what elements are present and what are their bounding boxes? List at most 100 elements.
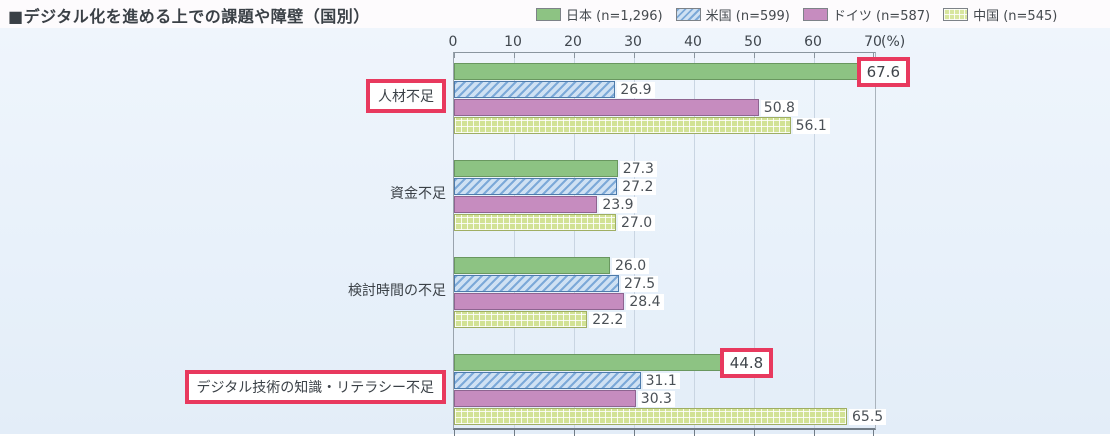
bar-germany — [454, 293, 625, 310]
value-label: 27.3 — [619, 160, 657, 177]
bar-china — [454, 311, 588, 328]
bar-row: 67.6 — [454, 56, 910, 87]
bar-china — [454, 214, 616, 231]
legend-swatch-japan-icon — [536, 8, 561, 21]
value-label: 27.5 — [621, 275, 659, 292]
plot-area: 67.6 26.9 50.8 56.1 27.3 27.2 23.9 27.0 26.0 27.5… — [453, 52, 910, 436]
bar-chart: 人材不足資金不足検討時間の不足デジタル技術の知識・リテラシー不足 67.6 26.… — [0, 28, 1110, 436]
bar-japan — [454, 354, 723, 371]
bar-germany — [454, 196, 598, 213]
bar-japan — [454, 257, 610, 274]
bar-usa — [454, 372, 641, 389]
bar-japan — [454, 160, 618, 177]
value-label: 56.1 — [792, 117, 830, 134]
category-label-highlighted: 人材不足 — [366, 79, 446, 113]
bar-china — [454, 117, 791, 134]
axis-tick — [634, 430, 635, 436]
axis-tick — [694, 53, 695, 58]
bar-usa — [454, 81, 616, 98]
value-label: 26.9 — [617, 81, 655, 98]
legend-label: 米国 (n=599) — [705, 9, 790, 24]
bar-row: 23.9 — [454, 196, 637, 213]
axis-tick — [754, 430, 755, 436]
axis-tick — [754, 53, 755, 58]
bar-row: 50.8 — [454, 99, 798, 116]
category-label: 検討時間の不足 — [348, 283, 446, 299]
x-axis-label: 0 — [448, 34, 458, 50]
x-axis-label: 20 — [564, 34, 582, 50]
bar-china — [454, 408, 847, 425]
axis-tick — [694, 430, 695, 436]
bar-row: 27.5 — [454, 275, 659, 292]
gridline — [514, 53, 515, 428]
value-label: 22.2 — [589, 311, 627, 328]
bar-row: 27.0 — [454, 214, 656, 231]
bar-row: 30.3 — [454, 390, 675, 407]
bar-row: 28.4 — [454, 293, 664, 310]
axis-tick — [514, 430, 515, 436]
value-label: 27.0 — [618, 214, 656, 231]
header-band: ■デジタル化を進める上での課題や障壁（国別） 日本 (n=1,296) 米国 (n… — [0, 0, 1110, 28]
highlighted-value-label: 67.6 — [856, 56, 910, 87]
bar-row: 56.1 — [454, 117, 830, 134]
x-axis-label: 30 — [624, 34, 642, 50]
gridline — [694, 53, 695, 428]
axis-tick — [873, 53, 874, 58]
bar-row: 27.2 — [454, 178, 657, 195]
axis-tick — [574, 53, 575, 58]
bar-usa — [454, 178, 618, 195]
bar-germany — [454, 99, 759, 116]
category-label-highlighted: デジタル技術の知識・リテラシー不足 — [184, 370, 446, 404]
x-axis-unit: (%) — [881, 34, 906, 50]
page-title: ■デジタル化を進める上での課題や障壁（国別） — [8, 7, 370, 26]
category-label: 資金不足 — [390, 186, 446, 202]
legend-swatch-germany-icon — [802, 8, 828, 21]
gridline — [574, 53, 575, 428]
legend-item-germany: ドイツ (n=587) — [802, 5, 931, 24]
axis-tick — [873, 430, 874, 436]
value-label: 65.5 — [849, 408, 887, 425]
x-axis-label: 60 — [804, 34, 822, 50]
x-axis-label: 50 — [744, 34, 762, 50]
category-labels: 人材不足資金不足検討時間の不足デジタル技術の知識・リテラシー不足 — [0, 28, 448, 434]
bar-japan — [454, 63, 860, 80]
gridline — [754, 53, 755, 428]
highlighted-value-label: 44.8 — [719, 347, 774, 378]
bar-row: 31.1 — [454, 372, 680, 389]
axis-tick — [814, 430, 815, 436]
axis-tick — [574, 430, 575, 436]
bar-row: 26.9 — [454, 81, 655, 98]
legend-swatch-china-icon — [943, 8, 969, 21]
axis-tick — [514, 53, 515, 58]
legend-label: ドイツ (n=587) — [832, 9, 931, 24]
value-label: 27.2 — [619, 178, 657, 195]
x-axis-label: 70 — [864, 34, 882, 50]
bar-row: 44.8 — [454, 347, 774, 378]
value-label: 28.4 — [626, 293, 664, 310]
legend-label: 中国 (n=545) — [973, 9, 1058, 24]
x-axis-label: 40 — [684, 34, 702, 50]
axis-tick — [634, 53, 635, 58]
axis-tick — [814, 53, 815, 58]
value-label: 26.0 — [612, 257, 650, 274]
legend-item-usa: 米国 (n=599) — [675, 5, 790, 24]
value-label: 50.8 — [760, 99, 798, 116]
bar-germany — [454, 390, 636, 407]
bar-usa — [454, 275, 619, 292]
legend-item-china: 中国 (n=545) — [943, 5, 1057, 24]
value-label: 31.1 — [642, 372, 680, 389]
axis-tick — [454, 53, 455, 58]
bar-row: 26.0 — [454, 257, 650, 274]
legend-swatch-usa-icon — [675, 8, 701, 21]
bar-row: 22.2 — [454, 311, 627, 328]
bar-row: 65.5 — [454, 408, 887, 425]
legend-item-japan: 日本 (n=1,296) — [536, 5, 663, 24]
x-axis-label: 10 — [504, 34, 522, 50]
value-label: 30.3 — [637, 390, 675, 407]
value-label: 23.9 — [599, 196, 637, 213]
bar-row: 27.3 — [454, 160, 657, 177]
gridline — [814, 53, 815, 428]
axis-tick — [454, 430, 455, 436]
gridline — [634, 53, 635, 428]
legend: 日本 (n=1,296) 米国 (n=599) ドイツ (n=587) 中国 (n=5… — [536, 5, 1057, 24]
